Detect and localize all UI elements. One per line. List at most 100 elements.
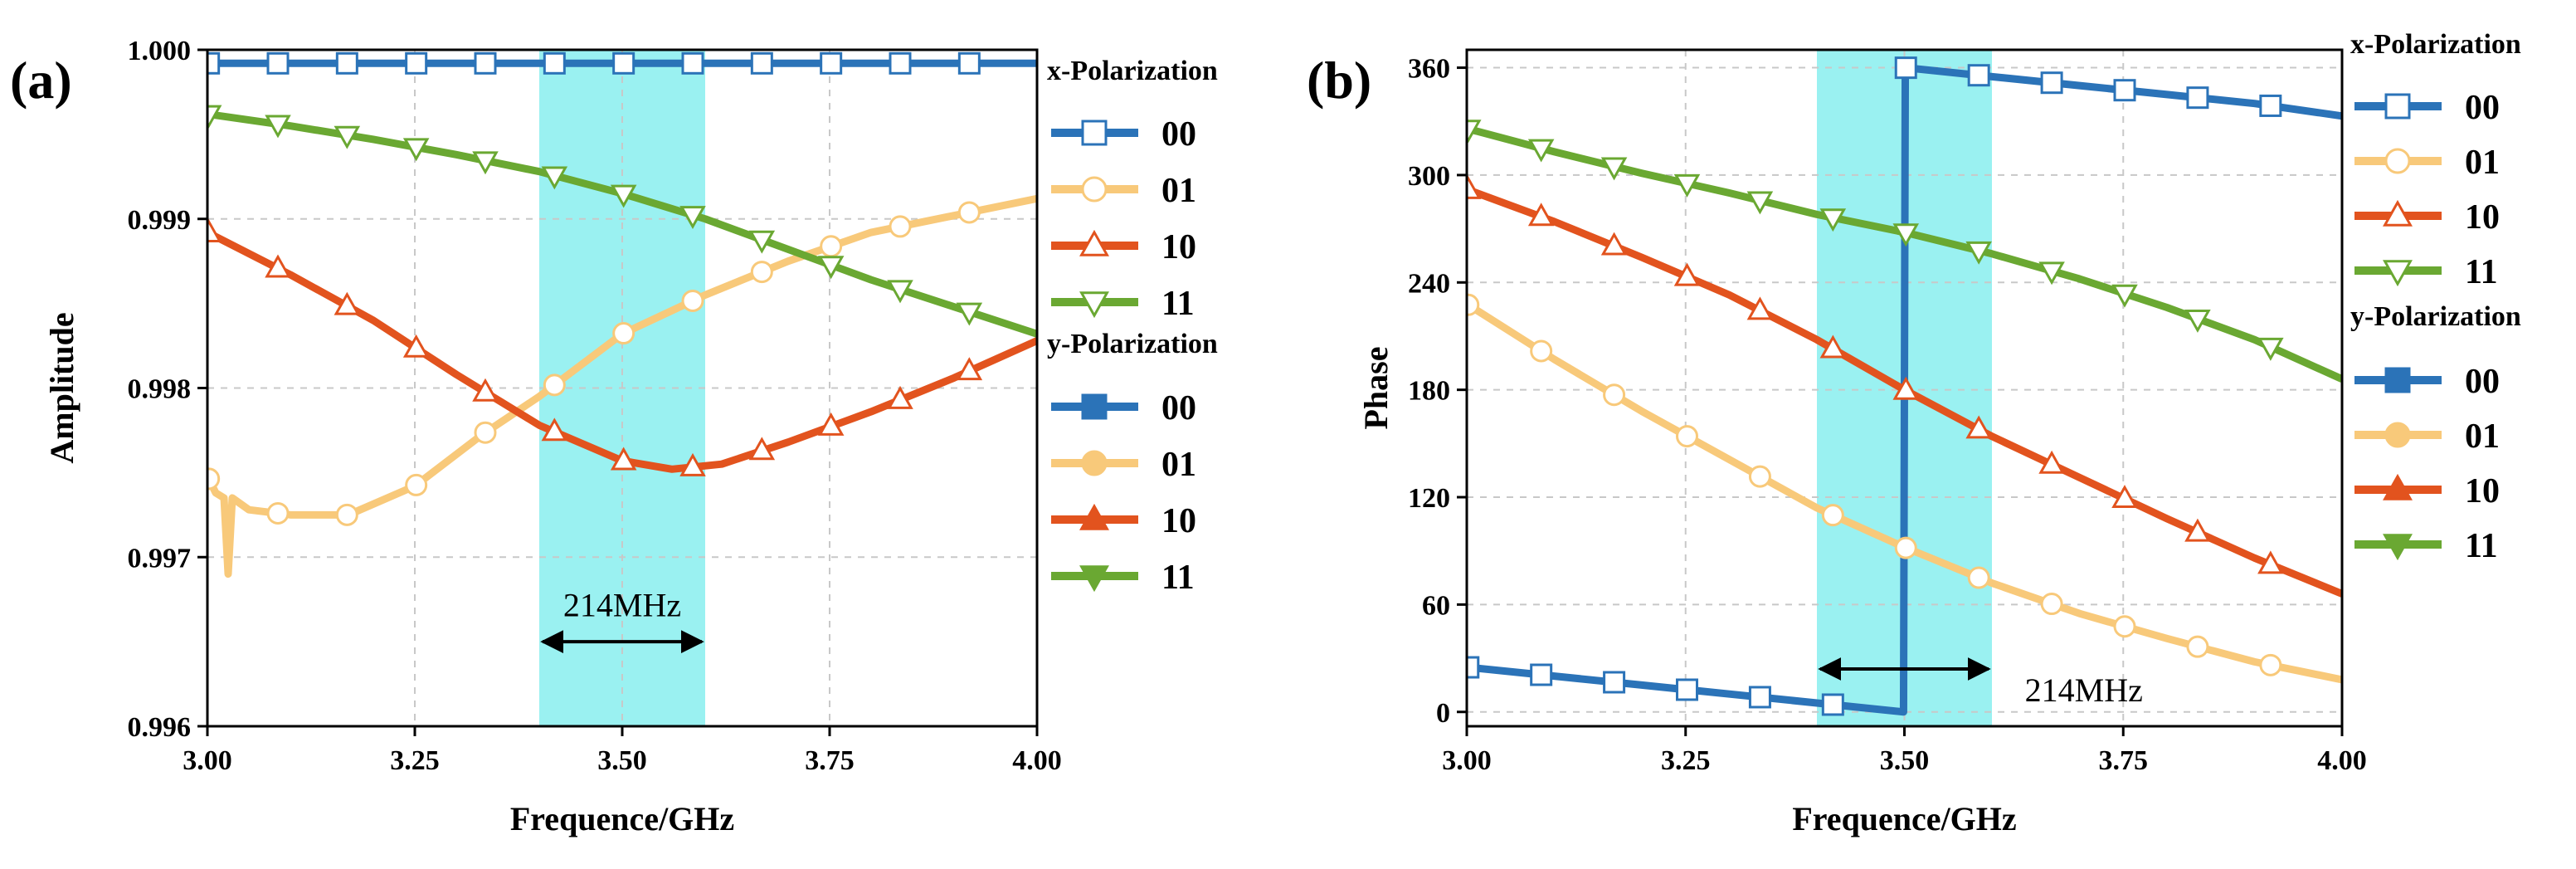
data-point-10 [2111, 485, 2138, 509]
data-point-10 [2184, 518, 2211, 542]
legend-marker [2384, 367, 2411, 393]
data-point-10 [2038, 450, 2065, 474]
x-tick-label: 3.00 [1442, 745, 1492, 776]
data-point-01 [1894, 536, 1917, 559]
legend-marker [2384, 422, 2411, 448]
data-point-10 [1467, 175, 1482, 199]
bandwidth-label: 214MHz [2025, 671, 2143, 709]
y-axis-title: Amplitude [43, 312, 80, 463]
data-point-10 [1527, 203, 1555, 227]
data-point-00 [2040, 71, 2063, 95]
legend-label: 01 [2465, 144, 2500, 182]
data-point-00 [1467, 656, 1480, 679]
data-point-11 [1819, 208, 1847, 232]
x-tick-label: 3.00 [183, 745, 232, 776]
data-point-11 [817, 256, 845, 280]
data-point-00 [335, 51, 358, 75]
legend-marker [1079, 503, 1109, 530]
data-point-00 [2186, 86, 2209, 110]
x-tick-label: 3.75 [805, 745, 855, 776]
data-point-01 [266, 501, 290, 525]
legend-marker [2384, 93, 2411, 120]
x-axis-title: Frequence/GHz [1792, 800, 2016, 837]
data-point-11 [402, 138, 430, 162]
y-tick-label: 360 [1408, 54, 1450, 85]
y-tick-label: 240 [1408, 268, 1450, 299]
legend-label: 01 [1161, 172, 1196, 210]
data-point-11 [956, 302, 983, 326]
legend-marker [2383, 534, 2413, 561]
data-point-10 [679, 452, 706, 476]
legend-group-title: y-Polarization [1047, 329, 1218, 359]
data-point-11 [2257, 337, 2284, 361]
series-line-10 [207, 229, 1037, 473]
data-point-01 [1821, 504, 1844, 527]
data-point-11 [334, 125, 361, 149]
data-point-01 [207, 467, 221, 491]
legend-group-title: x-Polarization [1047, 56, 1218, 86]
y-tick-label: 0.996 [128, 712, 192, 743]
panel-label: (a) [10, 51, 72, 110]
data-point-11 [1892, 223, 1920, 247]
data-point-01 [1603, 383, 1626, 407]
data-point-01 [889, 215, 912, 238]
data-point-11 [1746, 191, 1774, 215]
legend-label: 11 [2465, 527, 2498, 565]
data-point-00 [1748, 686, 1771, 709]
data-point-11 [1965, 241, 1992, 265]
data-point-10 [748, 437, 776, 461]
data-point-11 [610, 184, 637, 208]
data-point-11 [748, 230, 776, 254]
y-tick-label: 0 [1436, 698, 1450, 729]
series-group [1467, 56, 2342, 716]
data-point-11 [541, 166, 568, 190]
data-point-01 [2259, 653, 2282, 676]
data-point-01 [2186, 635, 2209, 658]
data-point-00 [889, 51, 912, 75]
x-tick-label: 4.00 [1012, 745, 1062, 776]
legend-group-title: x-Polarization [2350, 29, 2521, 60]
x-tick-label: 3.50 [597, 745, 647, 776]
data-point-00 [2113, 79, 2136, 102]
legend-marker [2383, 260, 2413, 287]
data-point-00 [1894, 56, 1917, 80]
data-point-10 [610, 447, 637, 471]
legend-marker [2383, 473, 2413, 500]
legend-label: 10 [1161, 502, 1196, 540]
data-point-00 [1530, 663, 1553, 686]
data-point-10 [817, 412, 845, 436]
data-point-01 [543, 373, 566, 397]
data-point-00 [543, 51, 566, 75]
data-point-11 [1467, 120, 1482, 144]
data-point-11 [887, 280, 913, 304]
legend-label: 11 [1161, 285, 1195, 323]
legend-label: 01 [2465, 417, 2500, 456]
panel-label: (b) [1307, 51, 1371, 110]
legend-label: 10 [1161, 228, 1196, 266]
y-axis-title: Phase [1357, 347, 1395, 430]
data-point-00 [1676, 678, 1699, 701]
data-point-11 [472, 151, 499, 175]
data-point-10 [265, 254, 291, 278]
data-point-10 [2257, 550, 2284, 574]
data-point-00 [1821, 693, 1844, 716]
legend-group-title: y-Polarization [2350, 301, 2521, 332]
data-point-00 [2259, 94, 2282, 117]
y-tick-label: 0.997 [128, 543, 192, 574]
data-point-01 [405, 473, 428, 496]
data-point-10 [207, 219, 222, 242]
data-point-01 [335, 503, 358, 526]
data-point-11 [679, 206, 706, 230]
data-point-11 [265, 115, 291, 139]
data-point-01 [474, 421, 497, 444]
y-tick-label: 0.999 [128, 205, 192, 236]
y-tick-label: 60 [1422, 590, 1450, 621]
data-point-10 [956, 357, 983, 381]
legend-label: 00 [2465, 89, 2500, 127]
data-point-10 [1965, 415, 1992, 439]
legend-label: 11 [1161, 559, 1195, 597]
data-point-10 [402, 334, 430, 358]
y-tick-label: 300 [1408, 161, 1450, 192]
data-point-00 [1603, 671, 1626, 694]
